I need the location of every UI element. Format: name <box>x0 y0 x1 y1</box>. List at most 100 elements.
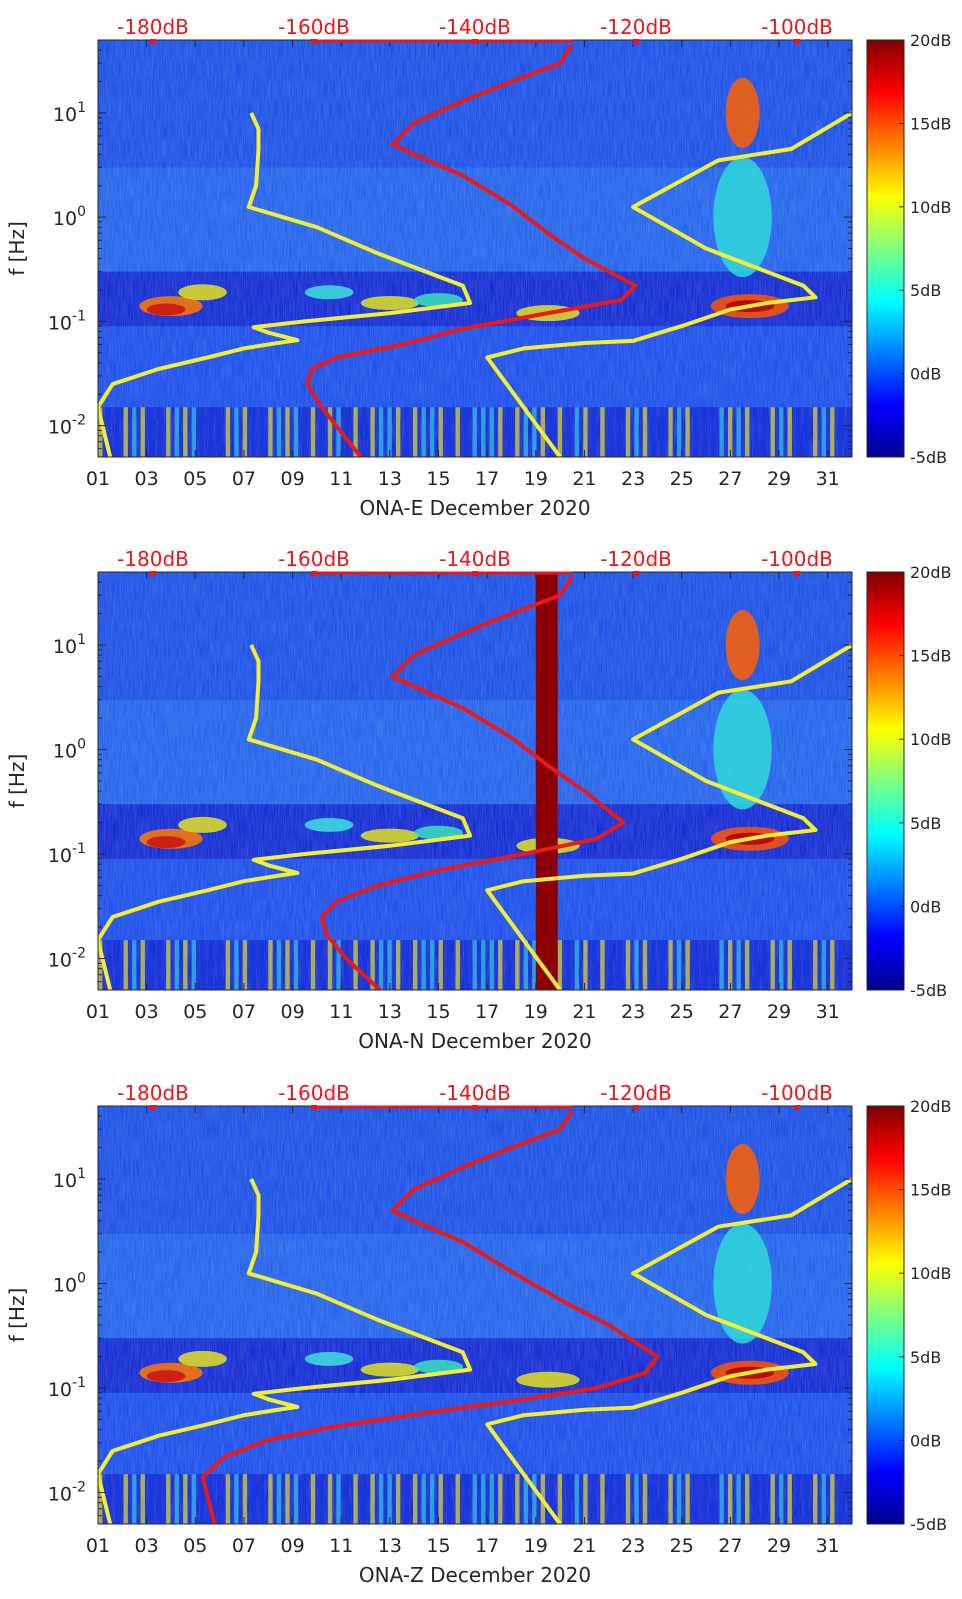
x-tick-label: 05 <box>183 468 207 490</box>
heatmap-column <box>779 940 784 990</box>
heatmap-column <box>642 940 648 990</box>
colorbar-label: 15dB <box>910 647 952 666</box>
heatmap-column <box>276 407 282 457</box>
heatmap-feature <box>713 689 772 810</box>
x-tick-label: 19 <box>524 1001 548 1023</box>
heatmap-column <box>813 1474 818 1524</box>
heatmap-column <box>779 1474 784 1524</box>
heatmap-column <box>813 940 818 990</box>
x-tick-label: 15 <box>426 468 450 490</box>
x-tick-label: 23 <box>621 468 645 490</box>
x-axis-title: ONA-Z December 2020 <box>359 1563 591 1587</box>
heatmap-column <box>98 407 103 457</box>
heatmap-column <box>796 1474 801 1524</box>
heatmap-column <box>106 407 111 457</box>
x-tick-label: 03 <box>135 1001 159 1023</box>
heatmap-column <box>174 407 179 457</box>
heatmap-column <box>293 940 299 990</box>
x-tick-label: 17 <box>475 468 499 490</box>
top-db-label: -160dB <box>278 15 350 39</box>
heatmap-column <box>770 940 775 990</box>
heatmap-column <box>762 407 767 457</box>
heatmap-column <box>498 1474 503 1524</box>
top-db-label: -100dB <box>761 15 833 39</box>
heatmap-column <box>651 940 656 990</box>
heatmap-column <box>566 940 571 990</box>
heatmap-feature <box>713 1223 772 1344</box>
heatmap-column <box>659 407 665 457</box>
heatmap-column <box>642 1474 648 1524</box>
colorbar-label: 5dB <box>910 281 941 300</box>
heatmap-column <box>710 1474 716 1524</box>
x-tick-label: 31 <box>816 468 840 490</box>
heatmap-column <box>617 407 622 457</box>
heatmap-column <box>234 407 239 457</box>
heatmap-column <box>481 407 486 457</box>
heatmap-column <box>693 407 699 457</box>
heatmap-column <box>838 1474 844 1524</box>
heatmap-column <box>353 407 358 457</box>
x-tick-label: 31 <box>816 1535 840 1557</box>
heatmap-column <box>174 1474 179 1524</box>
heatmap-column <box>234 940 239 990</box>
x-tick-label: 07 <box>232 1001 256 1023</box>
heatmap-column <box>455 1474 460 1524</box>
heatmap-feature <box>725 610 760 681</box>
top-db-marker <box>150 1105 156 1110</box>
heatmap-column <box>421 1474 426 1524</box>
heatmap-column <box>421 940 426 990</box>
heatmap-column <box>608 407 614 457</box>
heatmap-column <box>319 407 324 457</box>
heatmap-column <box>378 407 384 457</box>
heatmap-column <box>634 1474 639 1524</box>
heatmap-column <box>838 940 844 990</box>
heatmap-column <box>779 407 784 457</box>
heatmap-column <box>302 1474 307 1524</box>
y-tick-label: 101 <box>53 632 86 658</box>
heatmap-column <box>634 407 639 457</box>
heatmap-column <box>251 940 256 990</box>
heatmap-column <box>668 1474 673 1524</box>
heatmap-column <box>506 1474 511 1524</box>
heatmap-column <box>268 407 273 457</box>
x-tick-label: 17 <box>475 1535 499 1557</box>
x-tick-label: 25 <box>670 1001 694 1023</box>
heatmap-column <box>736 940 741 990</box>
x-axis-title: ONA-E December 2020 <box>359 496 590 520</box>
x-tick-label: 19 <box>524 1535 548 1557</box>
y-tick-label: 100 <box>53 204 86 230</box>
heatmap-column <box>591 940 597 990</box>
x-tick-label: 07 <box>232 468 256 490</box>
heatmap-column <box>191 407 197 457</box>
heatmap-column <box>412 940 418 990</box>
colorbar-label: 5dB <box>910 814 941 833</box>
top-db-marker <box>633 39 639 44</box>
yellow-curve-2 <box>98 406 113 457</box>
heatmap-column <box>455 940 460 990</box>
y-axis-title: f [Hz] <box>5 221 29 276</box>
heatmap-column <box>591 1474 597 1524</box>
heatmap-column <box>200 1474 205 1524</box>
colorbar: 20dB 15dB 10dB 5dB 0dB -5dB <box>866 1097 952 1534</box>
heatmap-column <box>506 940 511 990</box>
heatmap-column <box>583 1474 588 1524</box>
heatmap-feature <box>516 1371 580 1388</box>
heatmap-column <box>344 940 350 990</box>
heatmap-column <box>98 940 103 990</box>
heatmap-feature <box>360 296 420 311</box>
heatmap-feature <box>178 1350 227 1367</box>
heatmap-column <box>481 1474 486 1524</box>
x-tick-label: 21 <box>572 468 596 490</box>
heatmap-column <box>600 1474 605 1524</box>
heatmap-column <box>140 940 145 990</box>
heatmap-column <box>727 407 733 457</box>
top-db-label: -100dB <box>761 1081 833 1105</box>
y-tick-label: 101 <box>53 1166 86 1192</box>
heatmap-column <box>302 407 307 457</box>
colorbar-gradient <box>866 1105 905 1525</box>
x-tick-label: 27 <box>718 468 742 490</box>
x-tick-label: 01 <box>86 1001 110 1023</box>
spectrogram-panel-3: 01 03 05 07 09 11 13 15 17 19 21 23 25 27 29 31 10-2 10-1… <box>5 1081 952 1587</box>
heatmap-column <box>796 940 801 990</box>
heatmap-column <box>183 940 188 990</box>
